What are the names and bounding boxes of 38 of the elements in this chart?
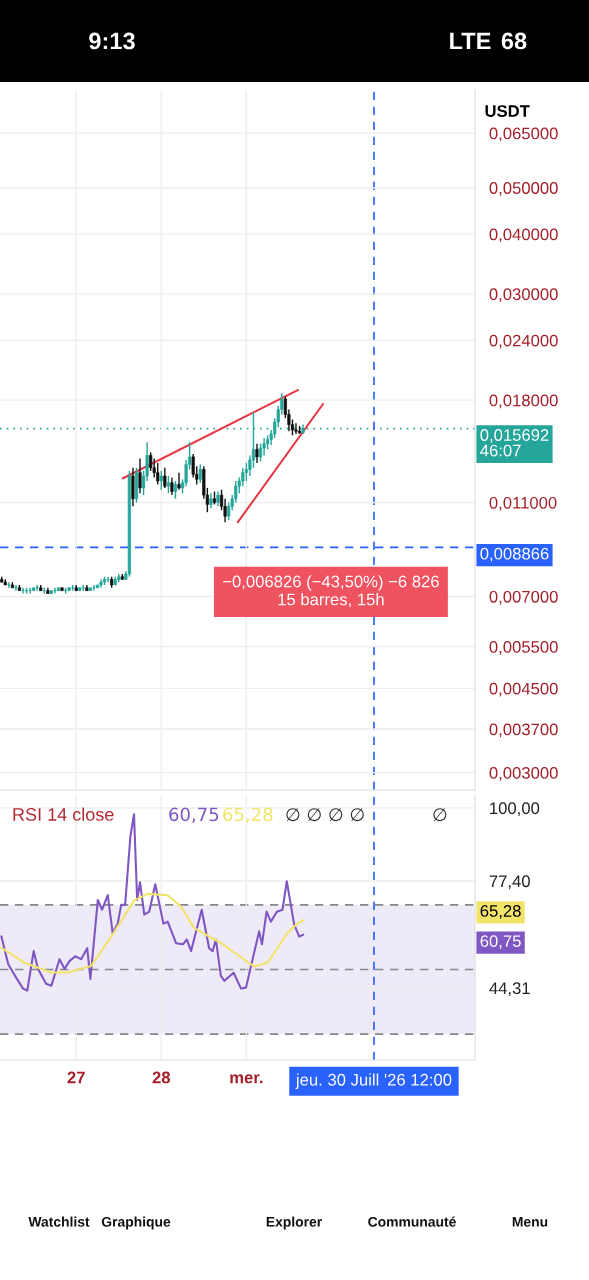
y-tick-label: 44,31	[489, 982, 530, 997]
text: Menu	[512, 1217, 548, 1227]
y-tick-label: 0,024000	[489, 334, 558, 349]
y-tick-label: 0,003000	[489, 767, 558, 781]
text: RSI 14 close	[13, 807, 114, 821]
ref-line-label: jeu. 30 Juill '26 12:00	[295, 1073, 452, 1089]
annotation: −0,006826 (−43,50%) −6 826 15 barres, 15h	[223, 575, 439, 608]
y-tick-label: 77,40	[489, 875, 530, 890]
y-axis-title: USDT	[485, 105, 530, 117]
y-tick-label: 0,065000	[489, 127, 558, 142]
text: 9:13	[89, 32, 135, 50]
annotation: ∅ ∅ ∅ ∅	[286, 808, 364, 822]
text: Explorer	[266, 1216, 322, 1230]
x-tick-label: mer.	[230, 1074, 263, 1084]
annotation: ∅	[433, 808, 447, 822]
text: 65,28	[480, 905, 521, 919]
y-tick-label: 0,004500	[489, 682, 558, 697]
ref-line-label: 0,008866	[480, 547, 549, 562]
y-tick-label: 0,050000	[489, 182, 558, 196]
y-tick-label: 0,018000	[489, 394, 558, 409]
x-tick-label: 28	[152, 1071, 171, 1084]
y-tick-label: 0,007000	[489, 590, 558, 605]
text: Communauté	[368, 1216, 456, 1227]
text: 68	[501, 32, 527, 50]
text: Graphique	[101, 1216, 171, 1230]
text: LTE	[450, 32, 491, 50]
y-tick-label: 0,011000	[489, 496, 557, 511]
y-tick-label: 0,003700	[489, 723, 558, 738]
y-tick-label: 0,030000	[489, 288, 558, 303]
y-tick-label: 0,005500	[489, 641, 558, 655]
ref-line-label: 0,015692 46:07	[480, 429, 549, 457]
text: Watchlist	[28, 1216, 90, 1227]
annotation: 65,28	[223, 807, 273, 824]
annotation: 60,75	[169, 807, 219, 824]
y-tick-label: 0,040000	[489, 228, 558, 243]
y-tick-label: 100,00	[490, 802, 540, 817]
text: 60,75	[480, 935, 521, 949]
x-tick-label: 27	[67, 1071, 85, 1084]
